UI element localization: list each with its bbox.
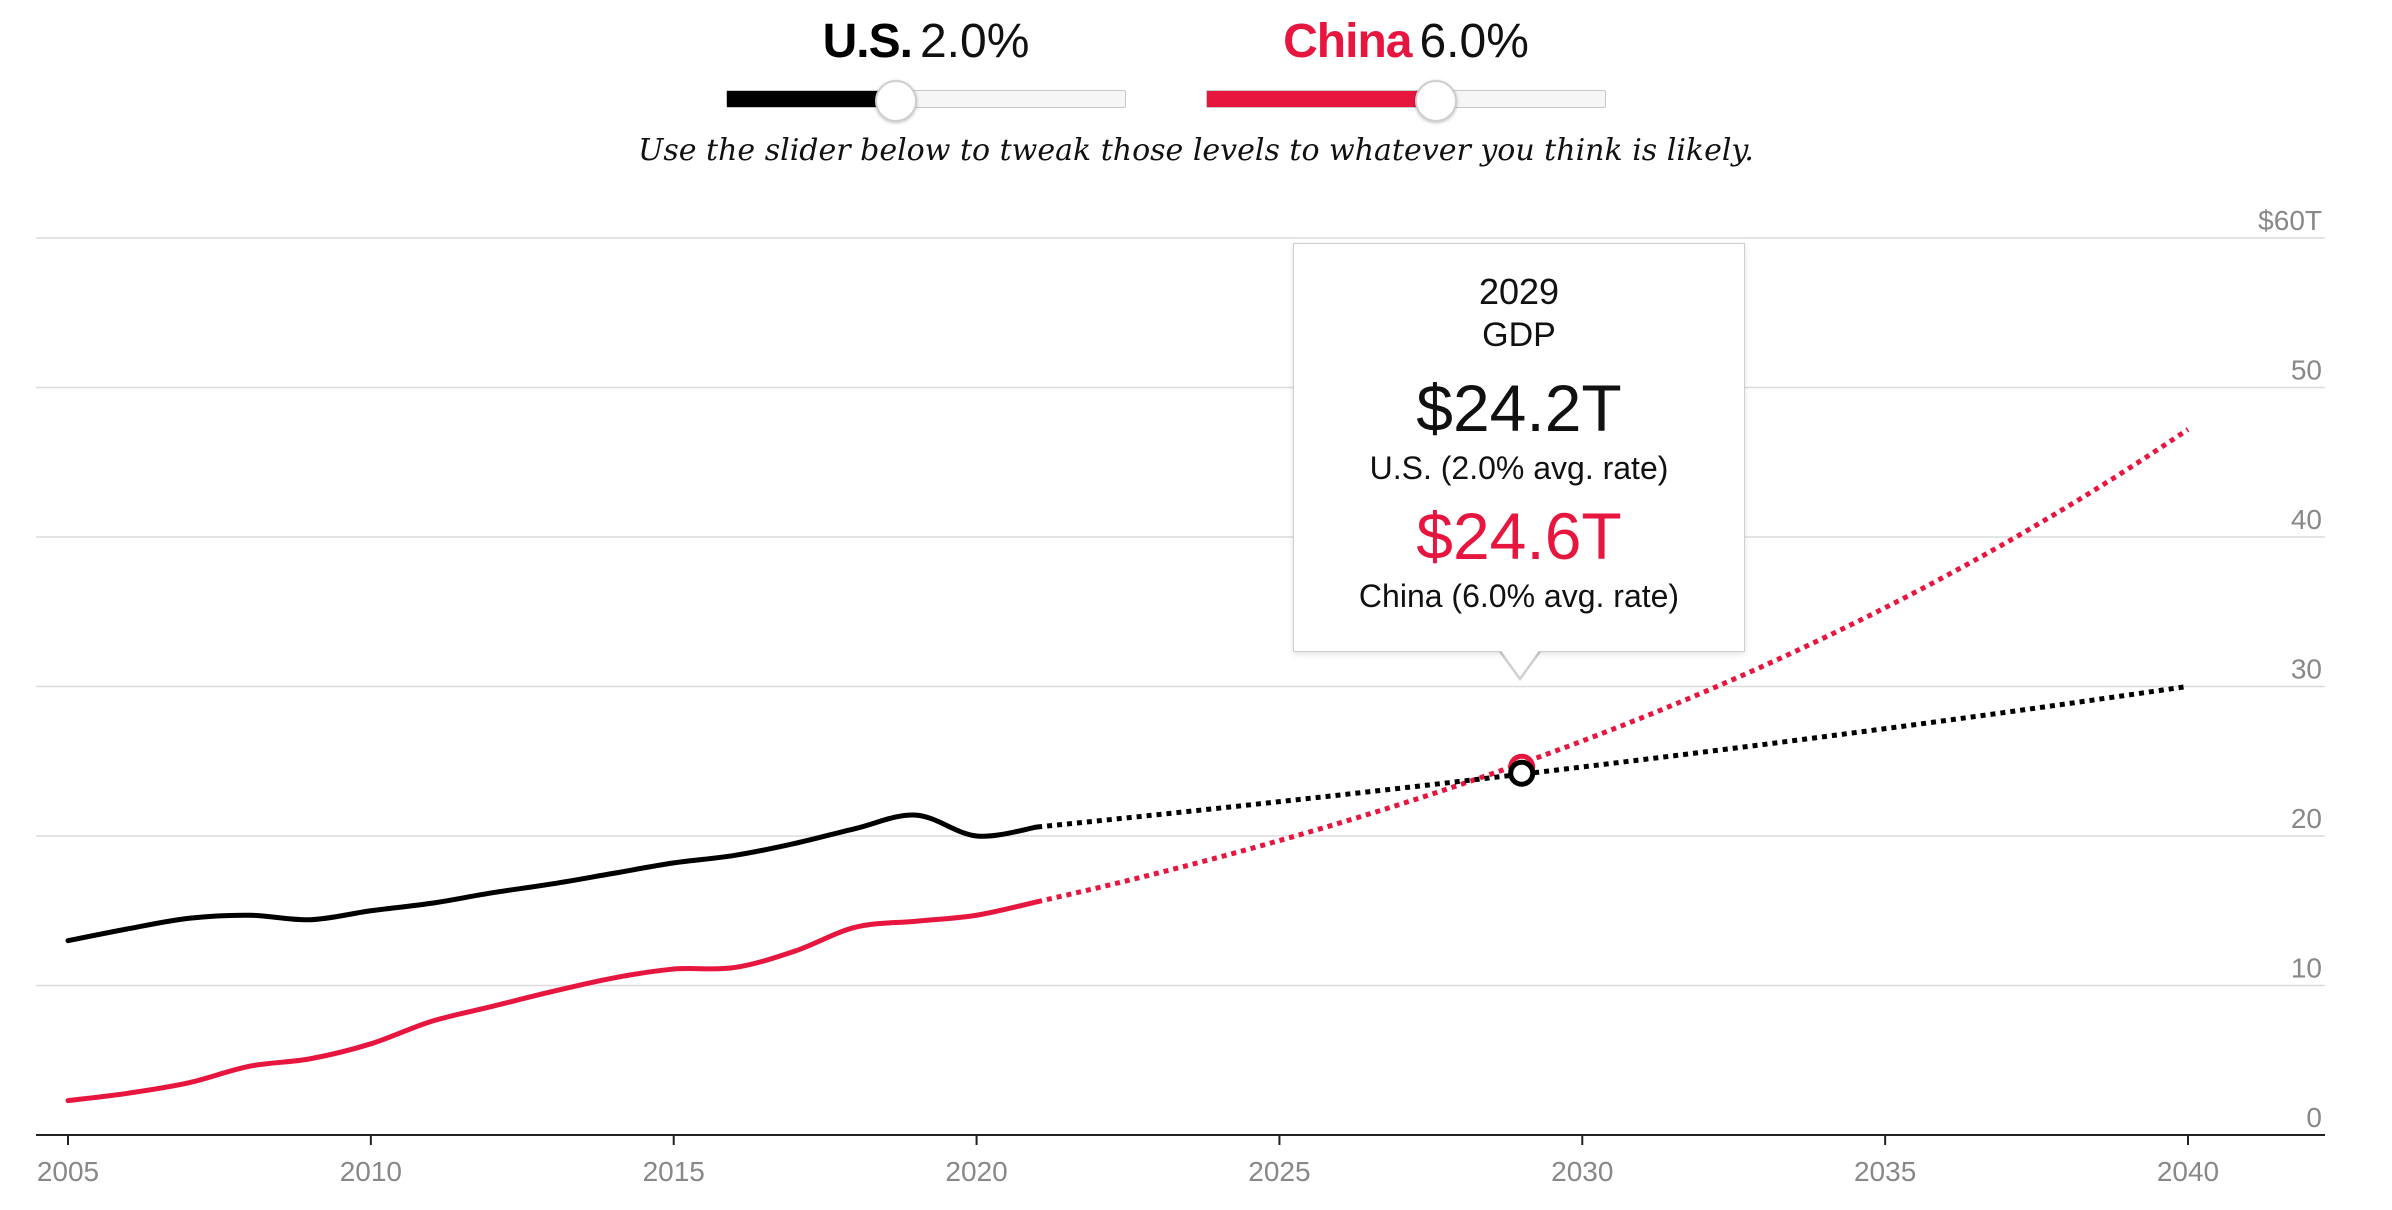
y-tick-label: 0 — [2306, 1102, 2322, 1133]
x-tick-label: 2035 — [1854, 1156, 1916, 1187]
us-slider-handle[interactable] — [875, 80, 918, 122]
y-tick-label: 50 — [2291, 355, 2322, 386]
tooltip-china-label: China (6.0% avg. rate) — [1358, 578, 1680, 614]
china-rate-label: China 6.0% — [1206, 10, 1606, 74]
us-rate-slider[interactable] — [726, 80, 1126, 122]
y-tick-label: 10 — [2291, 953, 2322, 984]
x-tick-label: 2005 — [37, 1156, 99, 1187]
china-rate-value: 6.0% — [1419, 15, 1529, 68]
china-slider-fill — [1207, 91, 1434, 107]
tooltip-pointer-fill — [1500, 649, 1540, 677]
rate-controls: U.S. 2.0% China 6.0% Use the slider below … — [0, 0, 2392, 190]
us-name: U.S. — [822, 15, 913, 68]
x-tick-label: 2010 — [340, 1156, 402, 1187]
china-name: China — [1283, 15, 1412, 68]
y-tick-label: 20 — [2291, 803, 2322, 834]
x-tick-label: 2015 — [643, 1156, 705, 1187]
x-tick-label: 2020 — [945, 1156, 1007, 1187]
y-tick-label: 40 — [2291, 504, 2322, 535]
us-actual-line — [65, 812, 1040, 944]
tooltip-china-value: $24.6T — [1416, 499, 1622, 573]
x-tick-label: 2040 — [2157, 1156, 2219, 1187]
x-tick-label: 2030 — [1551, 1156, 1613, 1187]
us-rate-value: 2.0% — [919, 15, 1030, 68]
china-projected-line — [1036, 427, 2190, 905]
china-slider-handle[interactable] — [1414, 80, 1457, 122]
gdp-tooltip: 2029 GDP $24.2T U.S. (2.0% avg. rate) $2… — [1293, 243, 1745, 652]
tooltip-us-value: $24.2T — [1416, 371, 1622, 445]
x-tick-label: 2025 — [1248, 1156, 1310, 1187]
y-tick-label: 30 — [2291, 654, 2322, 685]
china-rate-control: China 6.0% — [1206, 10, 1606, 122]
china-rate-slider[interactable] — [1206, 80, 1606, 122]
y-tick-label: $60T — [2258, 205, 2322, 236]
china-actual-line — [65, 899, 1040, 1104]
us-projected-line — [1036, 683, 2189, 830]
tooltip-us-label: U.S. (2.0% avg. rate) — [1369, 450, 1669, 486]
instruction-text: Use the slider below to tweak those leve… — [638, 133, 1754, 168]
us-highlight-marker — [1508, 759, 1536, 787]
tooltip-metric: GDP — [1482, 316, 1556, 354]
us-rate-label: U.S. 2.0% — [726, 10, 1126, 74]
us-slider-fill — [727, 91, 895, 107]
tooltip-year: 2029 — [1478, 271, 1560, 312]
us-rate-control: U.S. 2.0% — [726, 10, 1126, 122]
